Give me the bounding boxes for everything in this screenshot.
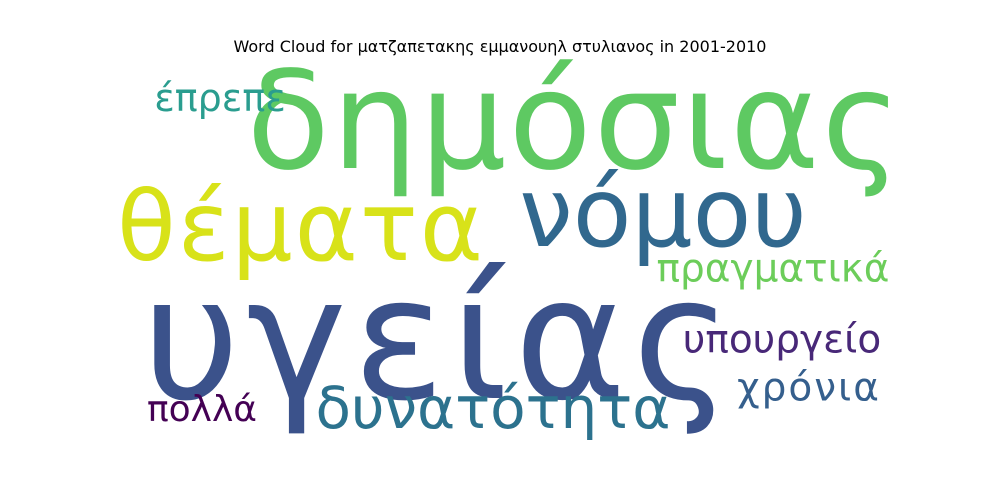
- word-themata: θέματα: [116, 171, 486, 283]
- word-ypourgeio: υπουργείο: [682, 317, 882, 363]
- word-ygeias: υγείας: [141, 241, 739, 439]
- word-dimosias: δημόσιας: [246, 43, 904, 201]
- word-nomou: νόμου: [519, 157, 807, 269]
- word-polla: πολλά: [146, 389, 258, 430]
- chart-title: Word Cloud for ματζαπετακης εμμανουηλ στ…: [233, 37, 767, 56]
- word-chronia: χρόνια: [737, 365, 881, 411]
- word-eprepe: έπρεπε: [154, 76, 286, 120]
- word-pragmatika: πραγματικά: [656, 246, 890, 292]
- word-dynatotita: δυνατότητα: [315, 374, 671, 442]
